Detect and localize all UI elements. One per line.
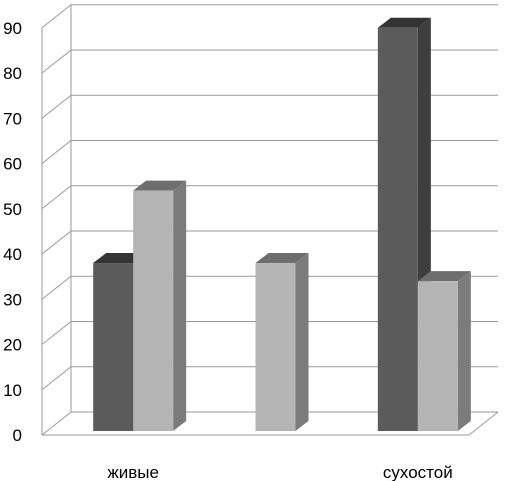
bar-top bbox=[255, 253, 309, 264]
y-tick-label: 20 bbox=[3, 336, 22, 355]
bar-side bbox=[295, 253, 309, 431]
x-category-label: живые bbox=[107, 463, 159, 481]
axes bbox=[41, 4, 499, 436]
bar bbox=[133, 180, 187, 431]
bar bbox=[377, 17, 431, 431]
y-tick-label: 60 bbox=[3, 155, 22, 174]
bar bbox=[417, 271, 471, 431]
bar-front bbox=[133, 190, 174, 431]
bar-top bbox=[133, 180, 187, 191]
bar bbox=[255, 253, 309, 431]
y-axis-tick-labels: 0 10 20 30 40 50 60 70 80 90 bbox=[3, 19, 22, 445]
bar-top bbox=[417, 271, 471, 282]
y-tick-label: 40 bbox=[3, 245, 22, 264]
bar-top bbox=[377, 17, 431, 28]
bar-front bbox=[377, 27, 418, 431]
bars bbox=[93, 17, 471, 431]
bar-front bbox=[255, 263, 296, 431]
bar-side bbox=[173, 180, 187, 431]
x-axis-category-labels: живые сухостой bbox=[107, 463, 452, 481]
y-tick-label: 90 bbox=[3, 19, 22, 38]
y-tick-label: 80 bbox=[3, 64, 22, 83]
y-tick-label: 30 bbox=[3, 290, 22, 309]
bar-front bbox=[417, 281, 458, 431]
y-tick-label: 50 bbox=[3, 200, 22, 219]
bar-front bbox=[93, 263, 134, 431]
bar-side bbox=[457, 271, 471, 431]
y-tick-label: 0 bbox=[13, 426, 22, 445]
floor-edge bbox=[42, 411, 499, 436]
x-category-label: сухостой bbox=[383, 463, 453, 481]
y-tick-label: 10 bbox=[3, 381, 22, 400]
y-tick-label: 70 bbox=[3, 109, 22, 128]
bar-top bbox=[93, 253, 147, 264]
